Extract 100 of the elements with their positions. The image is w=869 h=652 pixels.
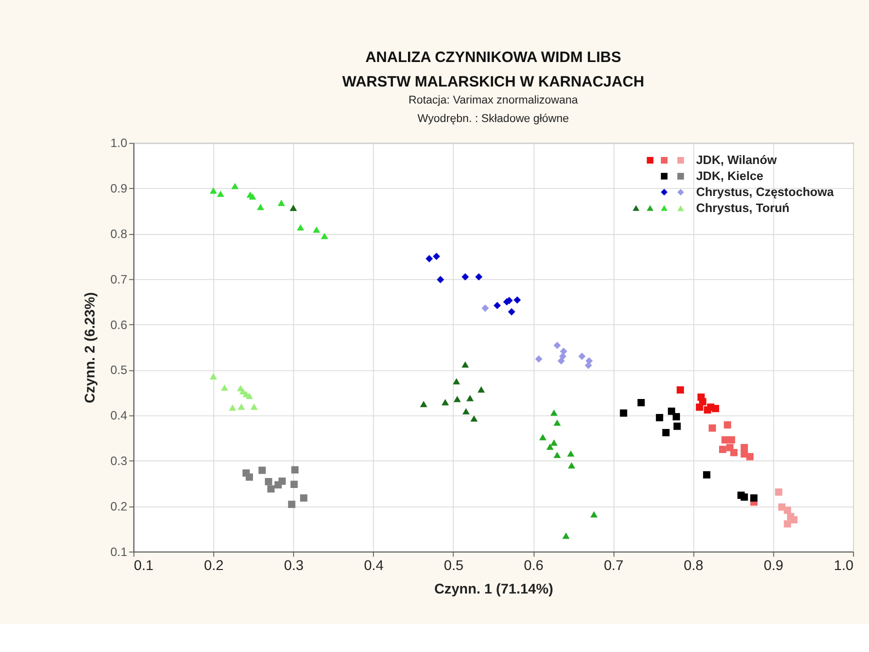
point (475, 273, 482, 280)
point (554, 342, 561, 350)
point (562, 532, 570, 539)
legend-label: JDK, Wilanów (696, 153, 778, 168)
y-tick-label: 1.0 (110, 136, 128, 150)
x-tick-label: 0.1 (134, 556, 154, 573)
point (730, 448, 738, 456)
x-tick-label: 0.9 (764, 556, 784, 573)
point (546, 444, 554, 450)
legend-label: Chrystus, Częstochowa (696, 184, 834, 199)
point (728, 436, 736, 444)
x-tick-label: 0.7 (604, 556, 624, 573)
point (290, 480, 298, 488)
point (656, 414, 664, 422)
point (620, 409, 628, 417)
point (462, 408, 470, 414)
x-tick-label: 0.4 (364, 556, 384, 573)
y-axis-title: Czynn. 2 (6.23%) (81, 292, 98, 404)
point (696, 404, 704, 411)
point (256, 204, 264, 210)
point (784, 520, 792, 528)
point (452, 378, 460, 384)
legend-label: JDK, Kielce (696, 169, 764, 184)
point (228, 404, 236, 411)
point (231, 182, 239, 190)
y-tick-label: 0.2 (110, 499, 128, 514)
point (708, 424, 716, 432)
chart-title: ANALIZA CZYNNIKOWA WIDM LIBS WARSTW MALARSKICH W KARNACJACH (342, 49, 644, 91)
y-tick-label: 0.4 (110, 408, 128, 423)
x-tick-label: 0.5 (444, 556, 464, 573)
point (267, 485, 275, 493)
point (724, 421, 732, 429)
point (567, 450, 574, 457)
point (462, 361, 469, 368)
point (470, 415, 478, 422)
point (216, 190, 224, 197)
point (250, 404, 258, 410)
x-axis-title: Czynn. 1 (71.14%) (434, 580, 554, 596)
point (482, 304, 489, 312)
point (559, 352, 566, 360)
point (288, 500, 296, 508)
point (558, 357, 565, 364)
point (478, 386, 485, 393)
point (220, 384, 228, 391)
point (673, 422, 681, 430)
point (550, 409, 558, 416)
point (436, 276, 444, 284)
point (290, 204, 297, 211)
point (426, 255, 433, 262)
point (320, 232, 328, 240)
point (712, 404, 720, 412)
point (312, 226, 320, 233)
point (539, 434, 546, 440)
x-tick-label: 0.3 (284, 556, 304, 573)
point (210, 187, 217, 194)
point (775, 488, 782, 496)
point (514, 296, 521, 304)
point (784, 506, 792, 514)
point (278, 200, 285, 206)
y-tick-label: 0.5 (110, 363, 128, 378)
point (462, 273, 469, 280)
point (454, 396, 461, 402)
x-tick-label: 0.2 (204, 556, 224, 573)
point (554, 452, 561, 458)
point (291, 466, 299, 474)
point (442, 399, 449, 406)
y-tick-label: 0.6 (110, 318, 128, 332)
point (550, 439, 558, 446)
point (578, 352, 586, 360)
legend-label: Chrystus, Toruń (696, 200, 790, 215)
y-tick-label: 0.9 (110, 182, 128, 196)
point (420, 400, 428, 408)
point (750, 494, 758, 502)
point (246, 473, 253, 481)
point (638, 398, 645, 406)
point (672, 413, 680, 420)
y-tick-label: 0.1 (110, 544, 128, 559)
chart-subtitle: Rotacja: Varimax znormalizowana Wyodrębn. : Składowe główne (408, 94, 579, 126)
point (258, 466, 266, 474)
point (740, 493, 748, 501)
x-tick-label: 1.0 (834, 556, 854, 573)
point (590, 511, 598, 518)
point (300, 494, 308, 502)
point (746, 453, 754, 460)
point (264, 478, 272, 486)
point (662, 428, 670, 436)
point (584, 362, 592, 370)
point (740, 444, 748, 452)
point (248, 193, 256, 200)
point (703, 471, 710, 478)
point (466, 394, 474, 402)
point (494, 302, 501, 310)
x-tick-label: 0.8 (684, 556, 704, 573)
y-tick-label: 0.3 (110, 454, 128, 468)
point (719, 446, 726, 454)
point (296, 224, 304, 231)
point (568, 462, 576, 468)
point (790, 516, 798, 524)
point (676, 386, 684, 394)
x-tick-label: 0.6 (524, 556, 544, 573)
